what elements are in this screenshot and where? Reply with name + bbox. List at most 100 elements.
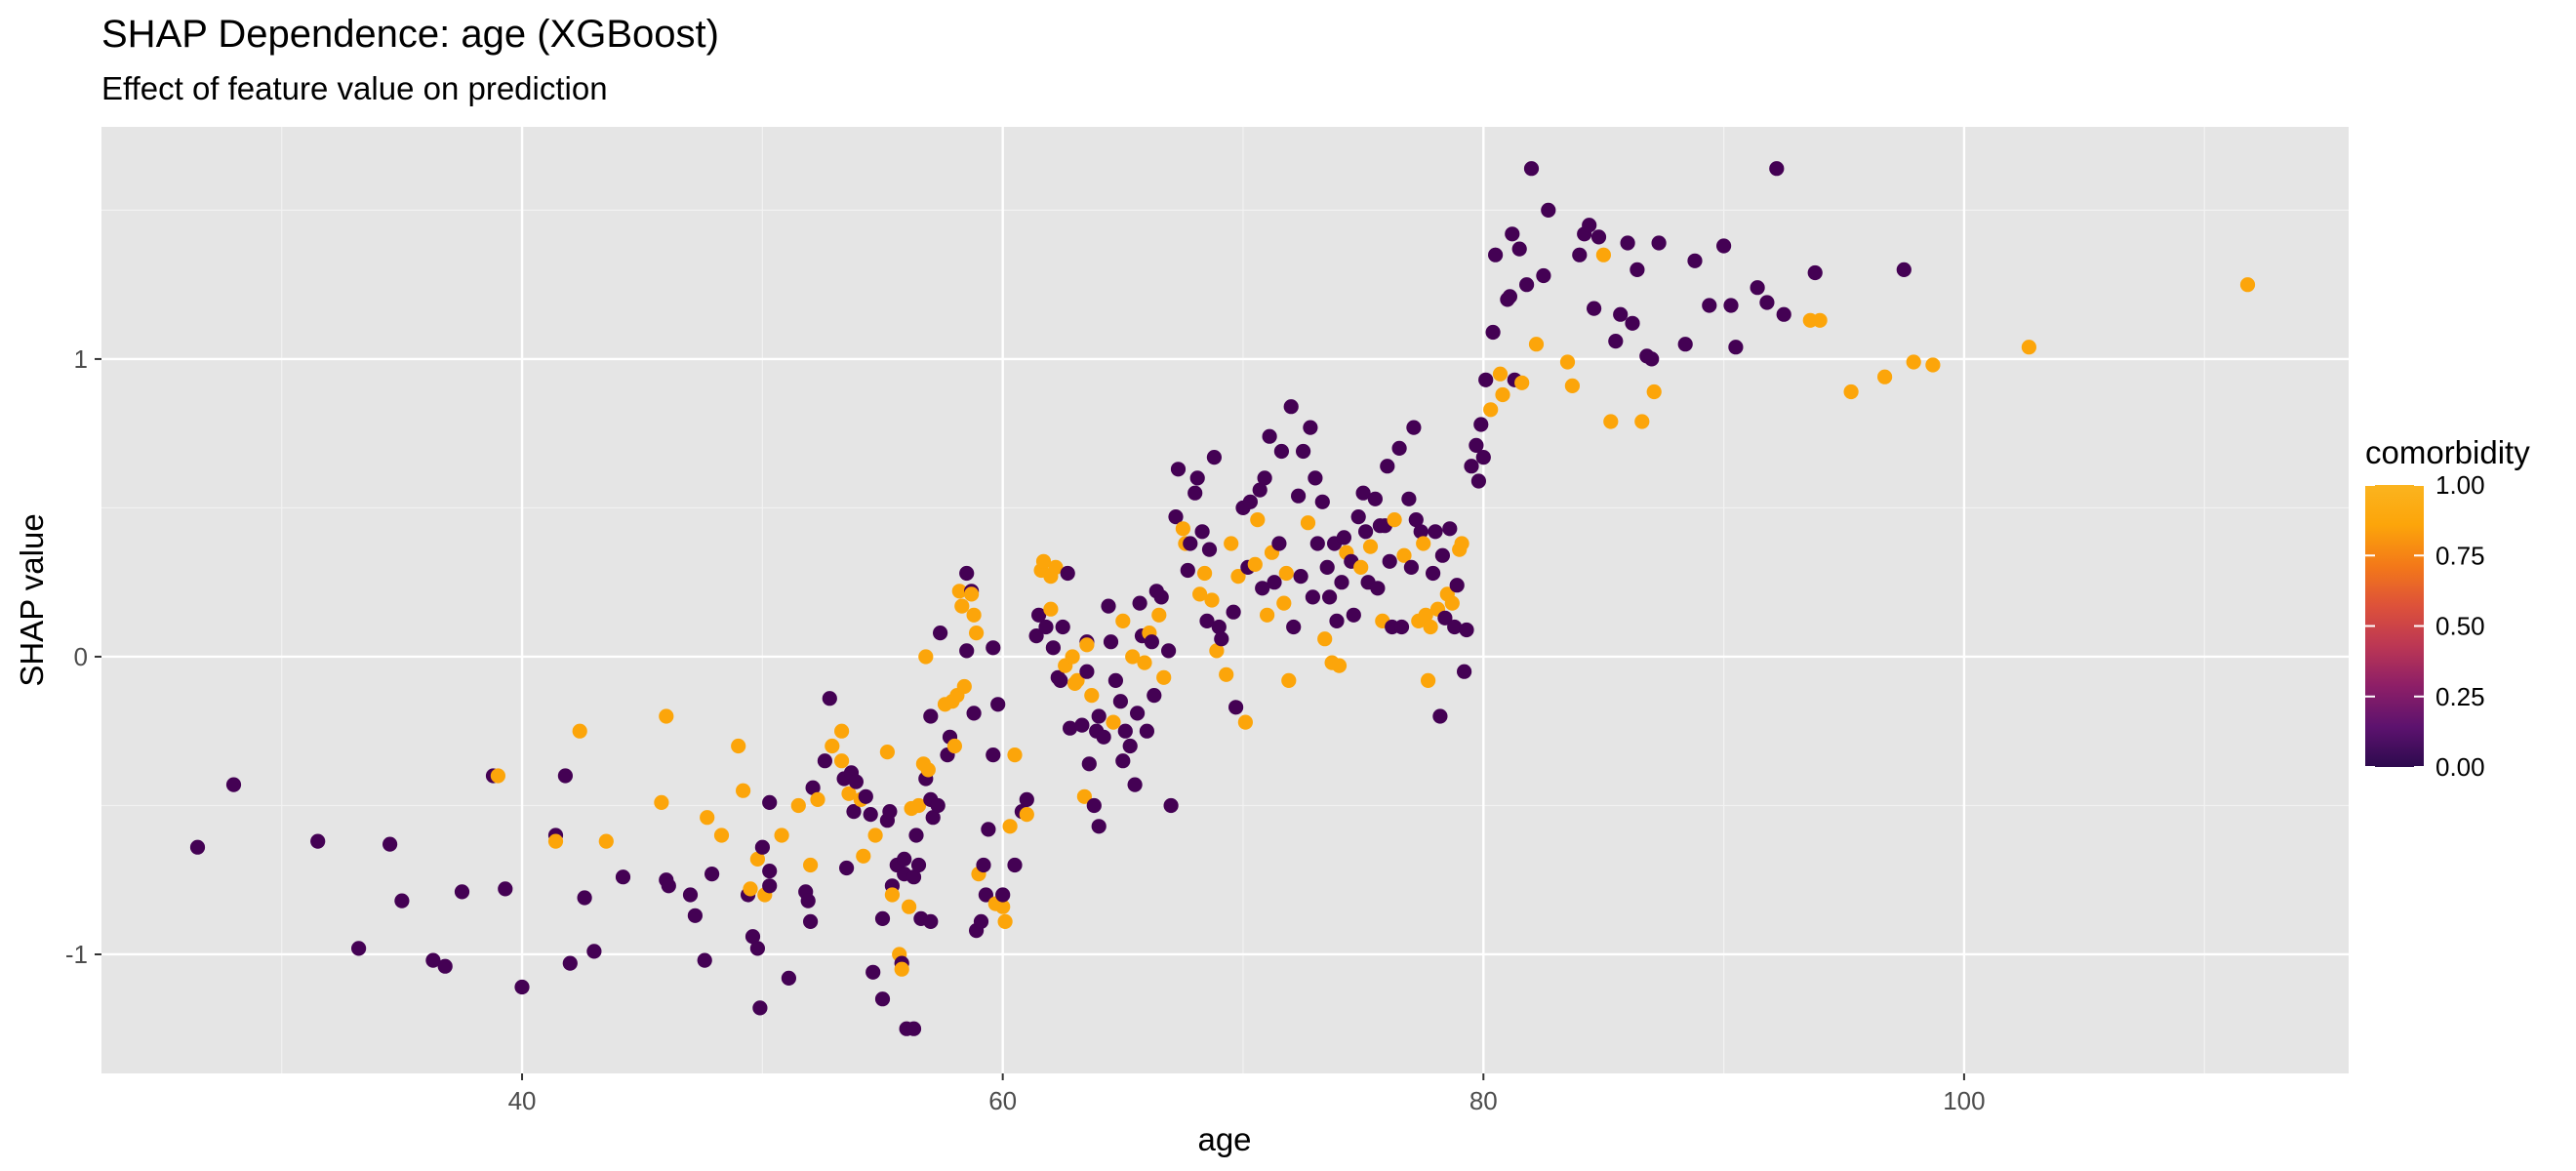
data-point (1286, 619, 1302, 635)
data-point (908, 828, 924, 843)
data-point (225, 777, 242, 792)
data-point (1260, 607, 1275, 623)
data-point (1646, 384, 1662, 400)
data-point (1296, 443, 1311, 460)
x-tick-label: 100 (1943, 1086, 1985, 1115)
data-point (995, 887, 1011, 903)
data-point (1590, 229, 1607, 245)
data-point (1380, 459, 1395, 474)
data-point (704, 867, 720, 882)
data-point (1291, 488, 1307, 504)
data-point (1416, 536, 1431, 551)
data-point (1423, 619, 1438, 635)
data-point (1035, 553, 1052, 569)
data-point (1434, 547, 1450, 563)
data-point (902, 899, 917, 914)
y-tick-label: 0 (74, 642, 88, 671)
data-point (1331, 658, 1348, 673)
data-point (930, 797, 946, 814)
data-point (1428, 524, 1443, 540)
data-point (736, 783, 751, 798)
data-point (954, 598, 970, 614)
data-point (956, 678, 972, 695)
data-point (1281, 672, 1297, 689)
data-point (1572, 247, 1588, 262)
data-point (1644, 351, 1660, 367)
data-point (1161, 643, 1177, 659)
data-point (1252, 482, 1268, 498)
data-point (923, 708, 939, 724)
data-point (1130, 706, 1146, 721)
data-point (1449, 578, 1465, 593)
data-point (1807, 264, 1823, 281)
data-point (865, 964, 881, 980)
data-point (1582, 218, 1597, 233)
data-point (951, 584, 967, 599)
data-point (1723, 298, 1739, 313)
data-point (910, 797, 927, 814)
data-point (1387, 512, 1402, 528)
data-point (966, 607, 982, 623)
legend-tick-label: 0.25 (2435, 682, 2485, 711)
data-point (1303, 420, 1318, 435)
minor-gridlines (101, 127, 2349, 1073)
data-point (800, 893, 816, 909)
data-point (1442, 521, 1458, 537)
data-point (969, 626, 985, 641)
data-point (762, 864, 778, 879)
data-point (781, 970, 797, 987)
data-point (1112, 694, 1128, 709)
data-point (1488, 247, 1504, 262)
data-point (1106, 714, 1121, 730)
data-point (762, 794, 778, 811)
data-point (1309, 536, 1325, 551)
data-point (1156, 669, 1172, 685)
data-point (490, 768, 505, 784)
data-point (1262, 428, 1277, 444)
legend-title: comorbidity (2365, 434, 2530, 470)
data-point (1406, 420, 1422, 435)
data-point (1511, 241, 1527, 257)
data-point (1651, 235, 1667, 251)
data-point (1769, 161, 1785, 177)
data-point (749, 941, 766, 956)
data-point (1101, 598, 1116, 614)
data-point (1447, 619, 1463, 635)
data-point (1319, 559, 1335, 576)
chart-title: SHAP Dependence: age (XGBoost) (101, 13, 719, 56)
data-point (1457, 664, 1472, 679)
data-point (1444, 595, 1460, 611)
data-point (1230, 569, 1246, 585)
data-point (1759, 295, 1775, 310)
data-point (1038, 619, 1054, 635)
data-point (1137, 655, 1152, 670)
y-tick-label: -1 (65, 940, 88, 969)
data-point (1228, 700, 1244, 715)
data-point (682, 887, 699, 903)
data-point (1224, 536, 1239, 551)
data-point (1076, 788, 1092, 804)
data-point (1163, 797, 1179, 814)
data-point (754, 839, 771, 855)
data-point (1403, 559, 1419, 576)
data-point (1812, 312, 1828, 328)
data-point (1523, 161, 1540, 177)
data-point (382, 836, 398, 852)
data-point (1007, 747, 1023, 763)
data-point (1283, 399, 1299, 415)
legend-tick-label: 1.00 (2435, 470, 2485, 500)
data-point (1595, 247, 1611, 262)
data-point (659, 708, 674, 724)
data-point (1250, 512, 1266, 528)
data-point (1115, 613, 1131, 629)
plot-panel (101, 127, 2349, 1073)
data-point (1322, 589, 1338, 605)
data-point (1170, 462, 1187, 477)
data-point (1308, 470, 1323, 486)
data-point (586, 944, 602, 959)
data-point (839, 860, 855, 876)
data-point (973, 913, 989, 930)
data-point (1492, 366, 1509, 382)
data-point (1469, 437, 1484, 453)
data-point (863, 807, 878, 823)
